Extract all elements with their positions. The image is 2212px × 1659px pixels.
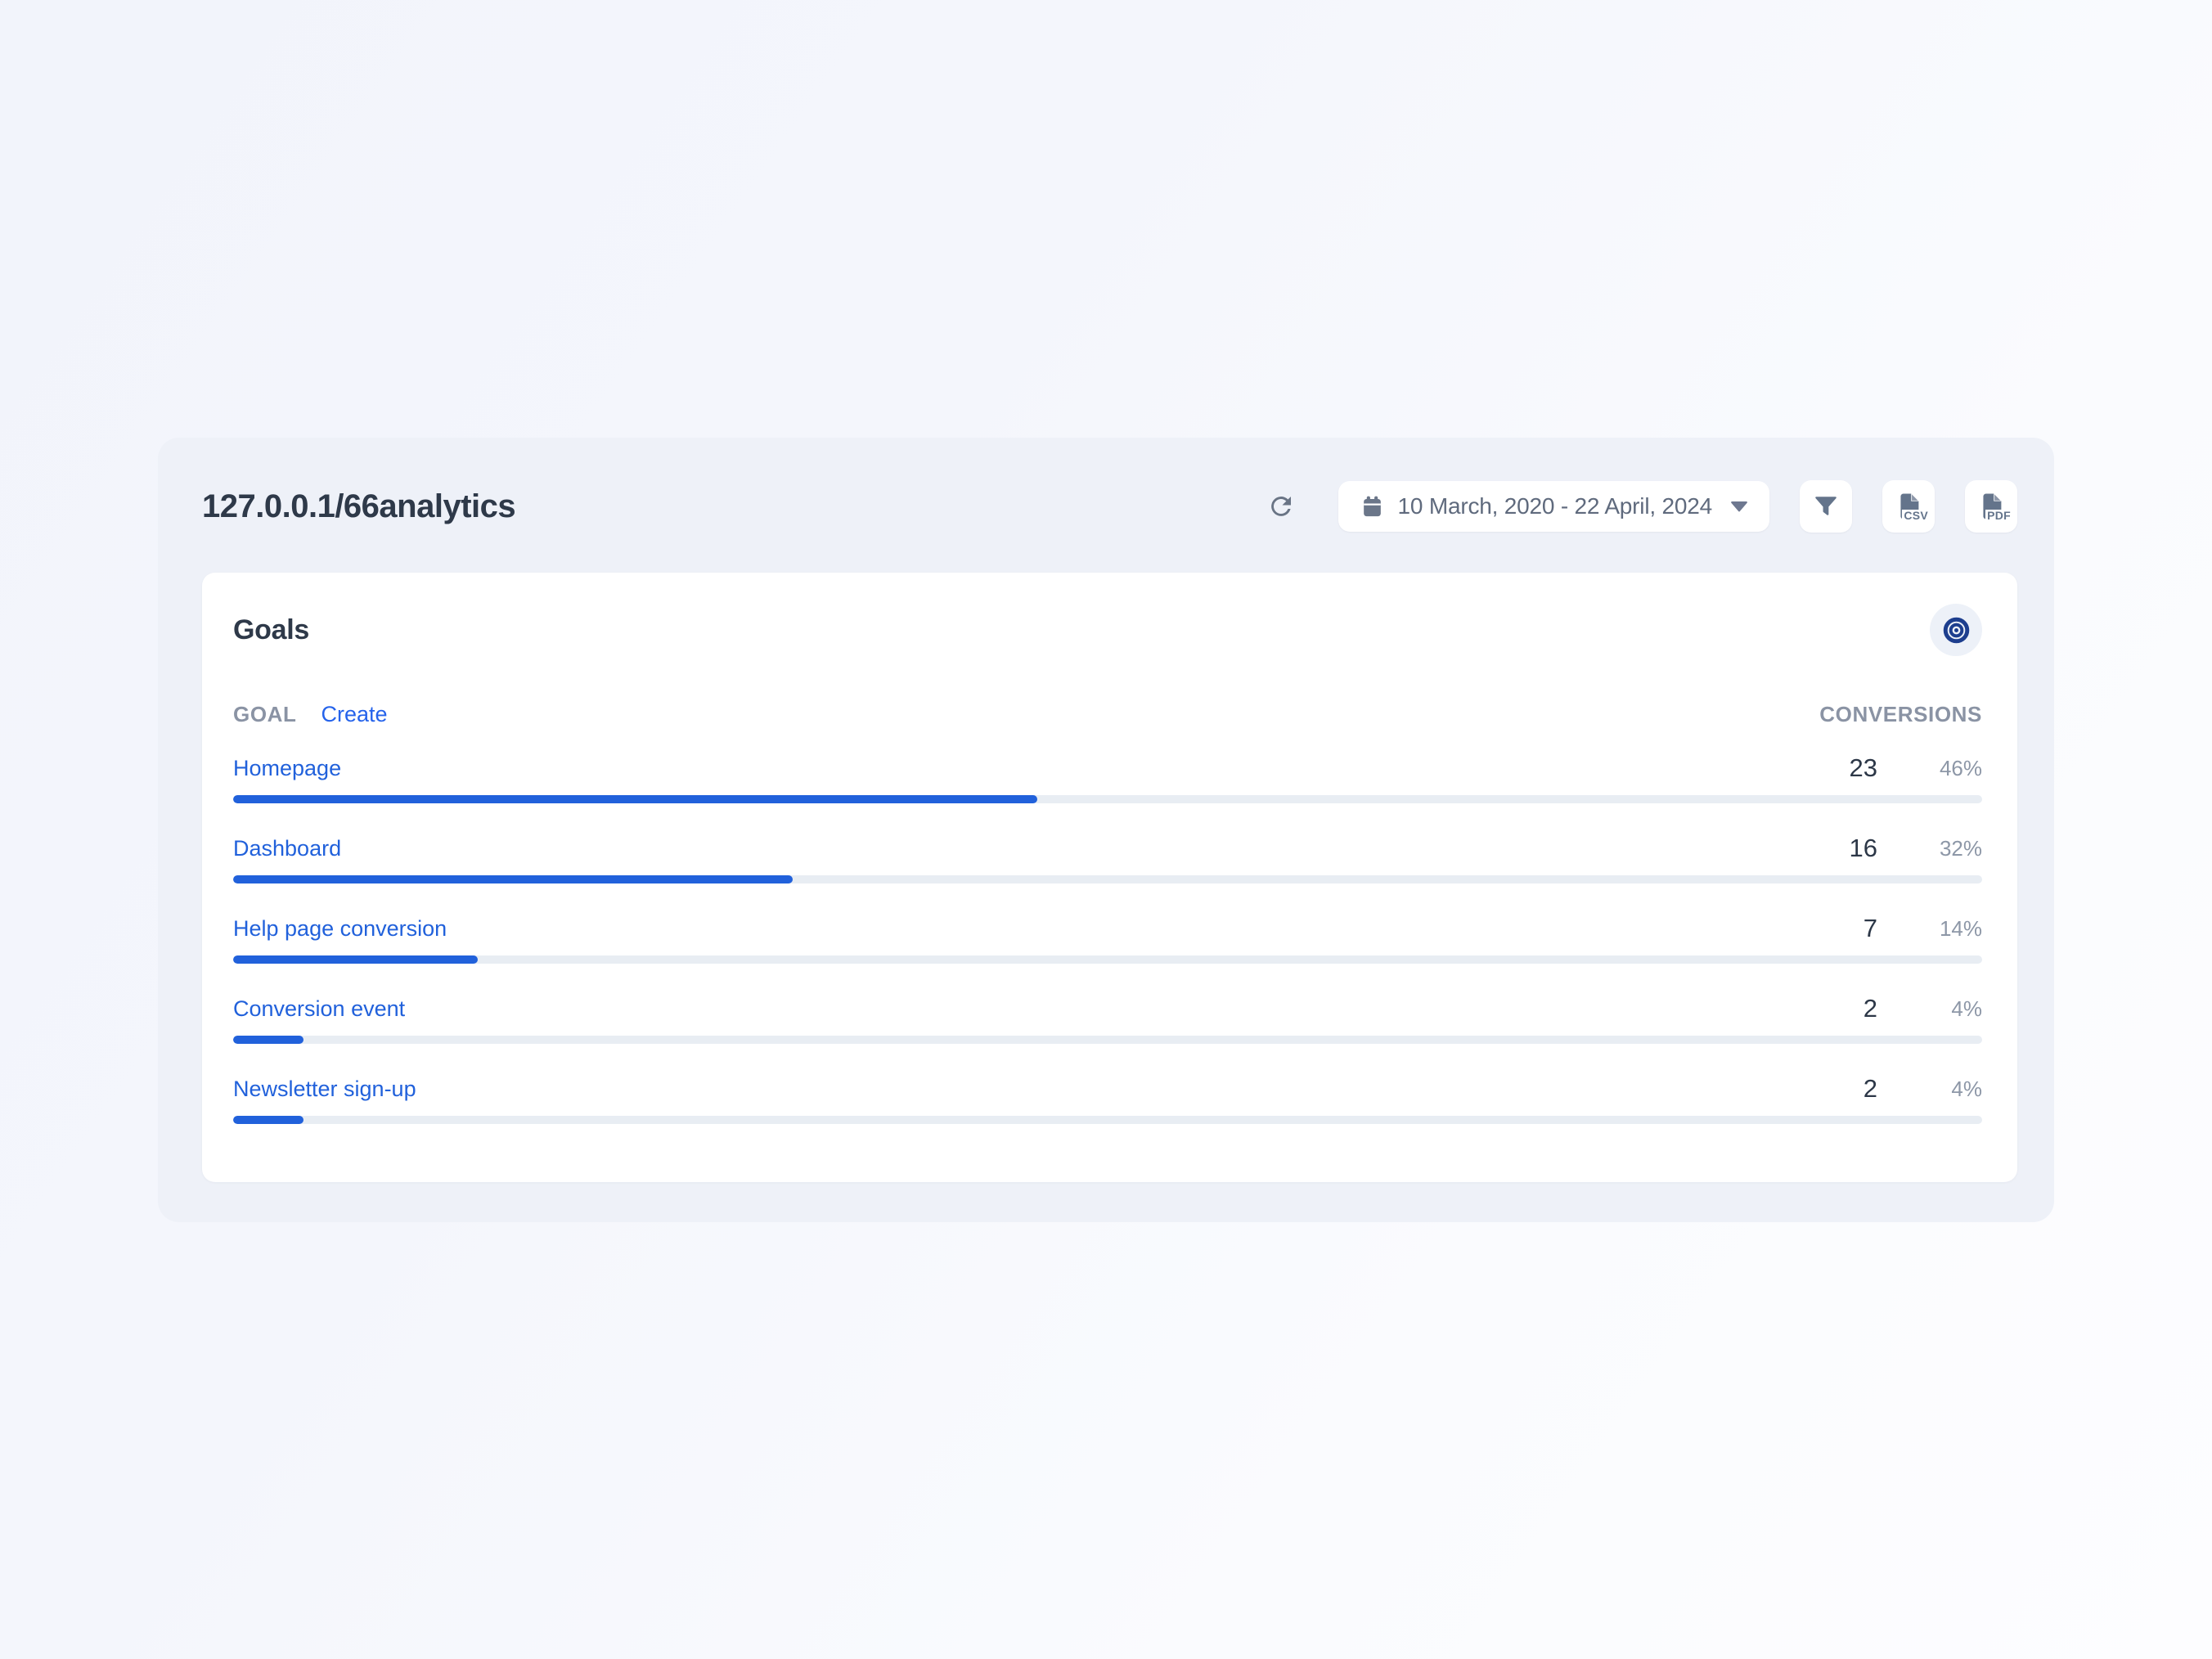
- goals-card-header: Goals: [233, 604, 1982, 656]
- goal-link[interactable]: Homepage: [233, 756, 342, 780]
- goal-conversions-percent: 4%: [1951, 1077, 1982, 1101]
- goal-row: Newsletter sign-up 2 4%: [233, 1072, 1982, 1124]
- pdf-label: PDF: [1985, 509, 2011, 522]
- goal-row-line: Newsletter sign-up 2 4%: [233, 1072, 1982, 1105]
- goal-conversions-value: 2: [1863, 994, 1877, 1023]
- goal-column-label: GOAL: [233, 702, 297, 726]
- export-csv-file-icon: CSV: [1895, 491, 1928, 522]
- goal-conversions-percent: 32%: [1939, 836, 1982, 861]
- goal-rows: Homepage 23 46% Dashboard 16 32% Help pa…: [233, 752, 1982, 1124]
- goal-row-line: Conversion event 2 4%: [233, 992, 1982, 1025]
- goal-progress-fill: [233, 1116, 303, 1124]
- goal-progress-track: [233, 955, 1982, 964]
- goals-target-button[interactable]: [1930, 604, 1982, 656]
- export-pdf-file-icon: PDF: [1977, 491, 2011, 522]
- date-range-picker[interactable]: 10 March, 2020 - 22 April, 2024: [1338, 481, 1769, 532]
- goal-conversions-percent: 4%: [1951, 996, 1982, 1021]
- goals-title: Goals: [233, 614, 309, 645]
- goal-link[interactable]: Dashboard: [233, 836, 342, 861]
- analytics-panel: 127.0.0.1/66analytics: [158, 438, 2054, 1222]
- filter-funnel-icon: [1813, 493, 1839, 519]
- goal-link[interactable]: Conversion event: [233, 996, 406, 1021]
- conversions-column-label: CONVERSIONS: [1819, 702, 1982, 726]
- goal-progress-fill: [233, 955, 479, 964]
- goal-progress-fill: [233, 1036, 303, 1044]
- goal-link[interactable]: Newsletter sign-up: [233, 1077, 416, 1101]
- export-csv-button[interactable]: CSV: [1882, 480, 1935, 533]
- date-range-text: 10 March, 2020 - 22 April, 2024: [1397, 493, 1713, 519]
- export-pdf-button[interactable]: PDF: [1965, 480, 2017, 533]
- page-title: 127.0.0.1/66analytics: [202, 488, 516, 524]
- goal-row-line: Help page conversion 7 14%: [233, 912, 1982, 945]
- goal-link[interactable]: Help page conversion: [233, 916, 447, 941]
- chevron-down-icon: [1730, 501, 1748, 512]
- goal-conversions-percent: 14%: [1939, 916, 1982, 941]
- goal-progress-track: [233, 875, 1982, 883]
- csv-label: CSV: [1902, 509, 1928, 522]
- goal-progress-fill: [233, 875, 794, 883]
- goal-progress-track: [233, 795, 1982, 803]
- goal-row-line: Dashboard 16 32%: [233, 832, 1982, 865]
- goals-table-header: GOAL Create CONVERSIONS: [233, 702, 1982, 727]
- goal-row: Help page conversion 7 14%: [233, 912, 1982, 964]
- goal-conversions-value: 7: [1863, 914, 1877, 942]
- goal-row: Conversion event 2 4%: [233, 992, 1982, 1044]
- goals-card: Goals GOAL Create CONVERSIONS: [202, 573, 2017, 1182]
- filter-button[interactable]: [1800, 480, 1852, 533]
- goal-row: Dashboard 16 32%: [233, 832, 1982, 883]
- goal-conversions-percent: 46%: [1939, 756, 1982, 780]
- refresh-icon: [1266, 492, 1296, 521]
- refresh-button[interactable]: [1263, 488, 1299, 524]
- goal-progress-fill: [233, 795, 1038, 803]
- bullseye-target-icon: [1942, 616, 1971, 645]
- goal-progress-track: [233, 1036, 1982, 1044]
- goal-conversions-value: 2: [1863, 1074, 1877, 1103]
- goal-progress-track: [233, 1116, 1982, 1124]
- goal-conversions-value: 23: [1849, 753, 1877, 782]
- calendar-icon: [1360, 494, 1385, 519]
- goal-row-line: Homepage 23 46%: [233, 752, 1982, 785]
- goal-conversions-value: 16: [1849, 834, 1877, 862]
- goal-row: Homepage 23 46%: [233, 752, 1982, 803]
- panel-header: 127.0.0.1/66analytics: [202, 480, 2017, 533]
- create-goal-link[interactable]: Create: [321, 702, 388, 726]
